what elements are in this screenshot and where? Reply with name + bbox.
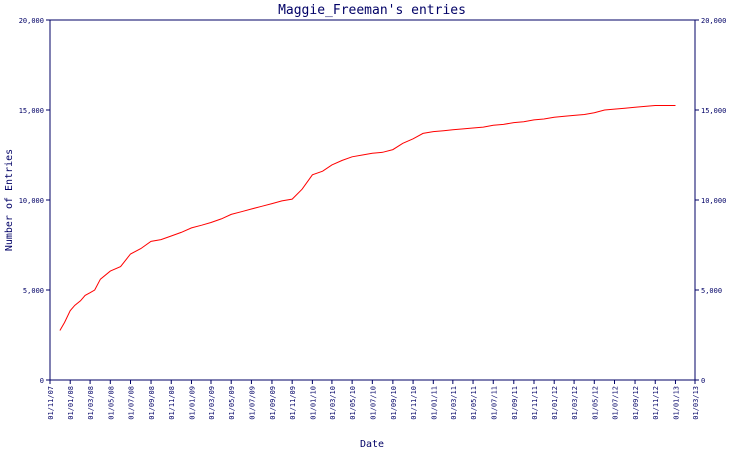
chart-title: Maggie_Freeman's entries (278, 3, 466, 18)
x-tick-label: 01/03/12 (571, 386, 579, 420)
x-tick-label: 01/05/08 (107, 386, 115, 420)
x-tick-label: 01/07/10 (369, 386, 377, 420)
x-tick-label: 01/01/12 (551, 386, 559, 420)
x-tick-label: 01/11/12 (652, 386, 660, 420)
y-tick-label-right: 20,000 (701, 17, 726, 25)
x-tick-label: 01/09/09 (269, 386, 277, 420)
x-tick-label: 01/01/13 (672, 386, 680, 420)
y-tick-label-right: 10,000 (701, 197, 726, 205)
x-tick-label: 01/05/10 (349, 386, 357, 420)
x-tick-label: 01/11/07 (47, 386, 55, 420)
y-tick-label-left: 5,000 (23, 287, 44, 295)
x-tick-label: 01/05/11 (470, 386, 478, 420)
y-axis-label: Number of Entries (4, 149, 15, 251)
plot-frame (49, 19, 696, 381)
x-tick-label: 01/11/09 (289, 386, 297, 420)
x-tick-label: 01/11/11 (531, 386, 539, 420)
x-tick-label: 01/01/09 (188, 386, 196, 420)
x-tick-label: 01/03/08 (87, 386, 95, 420)
x-tick-label: 01/09/12 (632, 386, 640, 420)
y-tick-label-left: 10,000 (19, 197, 44, 205)
x-tick-label: 01/03/11 (450, 386, 458, 420)
x-tick-label: 01/09/08 (148, 386, 156, 420)
x-tick-label: 01/09/11 (511, 386, 519, 420)
x-tick-label: 01/03/10 (329, 386, 337, 420)
x-tick-label: 01/11/08 (168, 386, 176, 420)
x-tick-label: 01/01/11 (430, 386, 438, 420)
x-tick-label: 01/05/09 (228, 386, 236, 420)
y-tick-label-left: 15,000 (19, 107, 44, 115)
x-tick-label: 01/03/09 (208, 386, 216, 420)
y-tick-label-left: 20,000 (19, 17, 44, 25)
x-axis-label: Date (360, 439, 384, 450)
y-tick-label-left: 0 (40, 377, 44, 385)
x-tick-label: 01/07/11 (490, 386, 498, 420)
x-axis-ticks: 01/11/07 01/01/08 01/03/08 01/05/08 01/07/08… (47, 380, 700, 420)
x-tick-label: 01/09/10 (390, 386, 398, 420)
x-tick-label: 01/01/10 (309, 386, 317, 420)
y-axis-ticks: 0 0 5,000 5,000 10,000 10,000 15,000 15,000 20,0… (19, 17, 727, 385)
y-tick-label-right: 5,000 (701, 287, 722, 295)
series-line (59, 105, 676, 331)
x-tick-label: 01/01/08 (67, 386, 75, 420)
y-tick-label-right: 0 (701, 377, 705, 385)
x-tick-label: 01/11/10 (410, 386, 418, 420)
x-tick-label: 01/07/09 (248, 386, 256, 420)
x-tick-label: 01/07/08 (128, 386, 136, 420)
x-tick-label: 01/07/12 (611, 386, 619, 420)
x-tick-label: 01/05/12 (591, 386, 599, 420)
x-tick-label: 01/03/13 (692, 386, 700, 420)
y-tick-label-right: 15,000 (701, 107, 726, 115)
